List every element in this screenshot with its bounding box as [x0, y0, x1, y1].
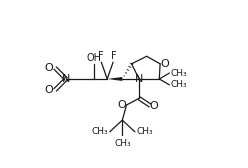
Text: CH₃: CH₃ — [137, 127, 153, 136]
Text: F: F — [111, 51, 117, 61]
Text: N: N — [135, 74, 143, 84]
Text: N: N — [62, 74, 70, 84]
Text: CH₃: CH₃ — [170, 69, 187, 78]
Text: CH₃: CH₃ — [114, 139, 131, 149]
Text: CH₃: CH₃ — [170, 80, 187, 89]
Text: O: O — [117, 100, 126, 110]
Text: O: O — [45, 85, 54, 95]
Text: O: O — [150, 100, 159, 111]
Polygon shape — [107, 77, 122, 81]
Text: F: F — [98, 51, 103, 61]
Text: O: O — [161, 59, 170, 69]
Text: OH: OH — [86, 53, 101, 63]
Text: O: O — [45, 63, 54, 73]
Text: CH₃: CH₃ — [92, 127, 108, 136]
